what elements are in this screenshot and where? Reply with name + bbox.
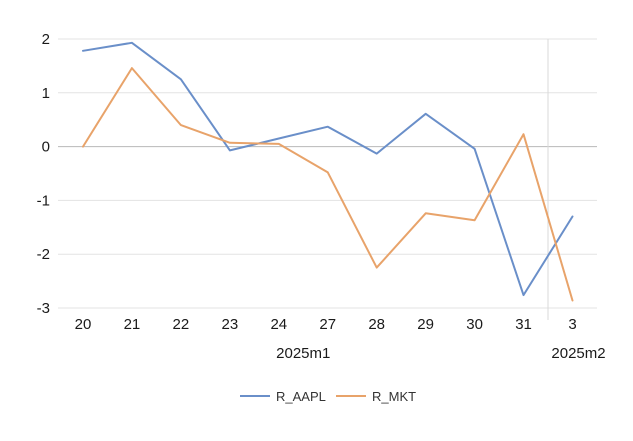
gridlines [58,38,597,309]
x-tick-label: 30 [466,316,483,333]
y-tick-label: -1 [37,192,50,209]
x-group-label: 2025m2 [551,345,605,362]
x-tick-label: 23 [222,316,239,333]
x-axis-tick-labels: 20 21 22 23 24 27 28 29 30 31 3 [75,316,577,333]
series-lines [82,41,574,302]
legend-label: R_AAPL [276,389,326,404]
x-tick-label: 29 [417,316,434,333]
x-tick-label: 20 [75,316,92,333]
x-tick-label: 22 [173,316,190,333]
legend: R_AAPL R_MKT [240,389,416,404]
y-tick-label: -3 [37,300,50,317]
series-line-r-aapl [82,41,574,297]
y-tick-label: -2 [37,246,50,263]
x-tick-label: 24 [270,316,287,333]
y-axis-tick-labels: 2 1 0 -1 -2 -3 [37,31,50,317]
x-tick-label: 21 [124,316,141,333]
x-tick-label: 3 [568,316,576,333]
x-tick-label: 27 [319,316,336,333]
x-axis-group-labels: 2025m1 2025m2 [276,345,605,362]
y-tick-label: 2 [42,31,50,48]
series-line-r-mkt [82,67,574,302]
y-tick-label: 1 [42,85,50,102]
x-tick-label: 28 [368,316,385,333]
x-group-label: 2025m1 [276,345,330,362]
x-tick-label: 31 [515,316,532,333]
y-tick-label: 0 [42,139,50,156]
legend-label: R_MKT [372,389,416,404]
